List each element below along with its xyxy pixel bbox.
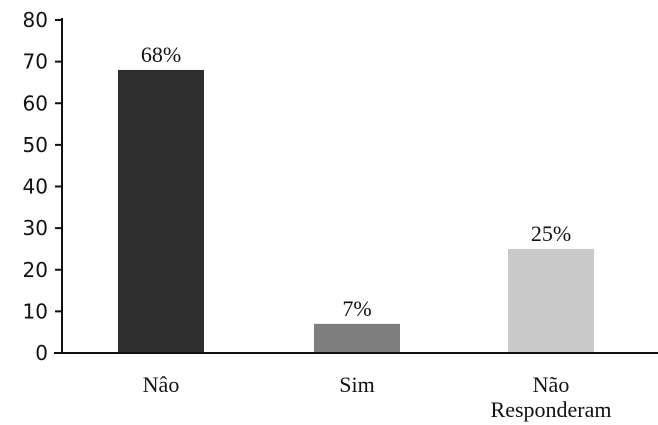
x-category-label: Nâo: [143, 372, 180, 397]
y-tick-label: 70: [23, 50, 48, 74]
y-tick-label: 80: [23, 8, 48, 32]
y-tick-label: 20: [23, 258, 48, 282]
bar: [314, 323, 400, 353]
bar: [118, 69, 204, 353]
y-tick-label: 30: [23, 216, 48, 240]
x-category-label: Não: [533, 372, 570, 397]
bars: [118, 69, 594, 353]
y-tick-label: 10: [23, 299, 48, 323]
y-tick-label: 50: [23, 133, 48, 157]
x-category-label: Responderam: [491, 397, 612, 422]
y-axis: 0 10 20 30 40 50 60 70 80: [23, 8, 63, 365]
y-tick-label: 40: [23, 175, 48, 199]
data-labels: 68% 7% 25%: [141, 42, 571, 321]
x-category-label: Sim: [339, 372, 374, 397]
bar-value-label: 7%: [342, 296, 371, 321]
bar: [508, 248, 594, 353]
y-tick-label: 0: [35, 341, 48, 365]
y-tick-label: 60: [23, 91, 48, 115]
bar-value-label: 25%: [531, 221, 571, 246]
bar-value-label: 68%: [141, 42, 181, 67]
